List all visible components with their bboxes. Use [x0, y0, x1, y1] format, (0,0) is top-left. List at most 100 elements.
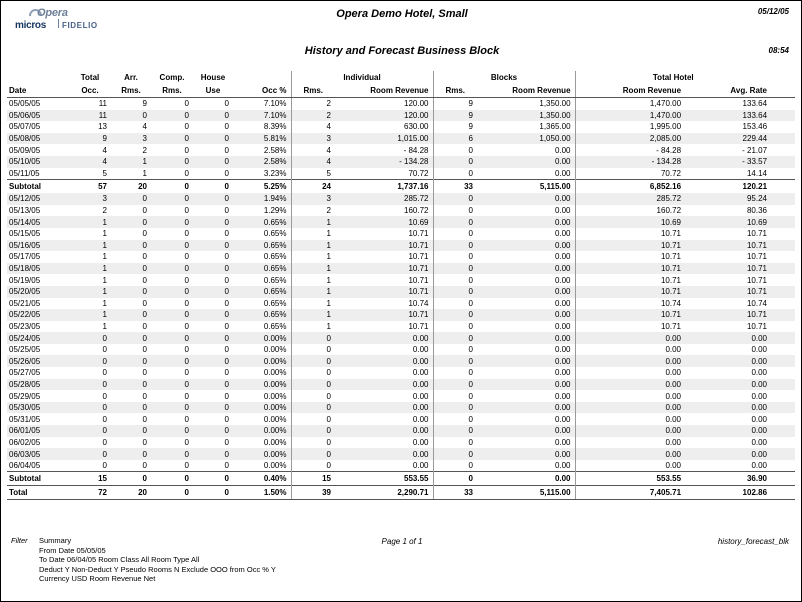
cell-tot-rev: 0.00 [665, 437, 682, 447]
cell-avg-rate: 0.00 [751, 345, 768, 355]
cell-house-use: 0 [193, 378, 233, 391]
cell-occ-pct: 0.00% [233, 355, 291, 368]
cell-date: 05/10/05 [7, 155, 69, 168]
cell-total-occ: 1 [69, 309, 111, 321]
cell-arr-rms: 20 [111, 179, 151, 194]
table-row: 05/22/05 1 0 0 0 0.65% 1 10.71 0 0.00 10.71 10.71 [7, 309, 796, 321]
cell-blk-rms: 0 [433, 309, 477, 321]
cell-avg-rate: 0.00 [685, 332, 772, 344]
cell-avg-rate: 10.71 [685, 239, 772, 252]
cell-occ-pct: 0.65% [233, 262, 291, 275]
cell-comp-rms: 0 [184, 321, 189, 331]
cell-arr-rms: 0 [111, 239, 151, 252]
cell-occ-pct: 3.23% [263, 168, 287, 178]
cell-blk-rms: 0 [433, 355, 477, 368]
cell-avg-rate: - 21.07 [742, 145, 768, 155]
cell-ind-rms: 1 [290, 227, 335, 240]
cell-date: 05/09/05 [9, 145, 41, 155]
cell-avg-rate: 10.71 [685, 262, 772, 275]
cell-avg-rate: 0.00 [751, 461, 768, 471]
cell-blk-rev: 1,350.00 [477, 109, 576, 122]
cell-tot-rev: 0.00 [575, 355, 686, 368]
cell-blk-rev: 0.00 [477, 332, 576, 344]
cell-house-use: 0 [224, 99, 229, 109]
cell-ind-rms: 0 [290, 355, 335, 368]
cell-house-use: 0 [224, 391, 229, 401]
spacer-cell [771, 355, 796, 368]
cell-tot-rev: 0.00 [665, 461, 682, 471]
cell-blk-rms: 0 [468, 391, 473, 401]
table-row: 05/05/05 11 9 0 0 7.10% 2 120.00 9 1,350.00 1,470.… [7, 97, 795, 110]
cell-total-occ: 0 [69, 378, 111, 391]
cell-arr-rms: 4 [142, 122, 147, 132]
cell-arr-rms: 0 [142, 368, 147, 378]
cell-house-use: 0 [224, 145, 229, 155]
spacer-cell [771, 205, 795, 217]
cell-ind-rev: - 84.28 [335, 144, 434, 156]
filter-label: Filter [11, 536, 28, 545]
cell-occ-pct: 0.65% [263, 321, 287, 331]
report-footer: Filter Summary From Date 05/05/05 To Dat… [1, 533, 801, 601]
cell-blk-rms: 0 [433, 401, 477, 414]
cell-tot-rev: 10.71 [575, 239, 686, 252]
spacer-cell [771, 109, 796, 122]
cell-comp-rms: 0 [184, 145, 189, 155]
cell-ind-rev: - 134.28 [335, 155, 434, 168]
cell-blk-rev: 0.00 [477, 343, 576, 356]
history-forecast-table: Total Arr. Comp. House Individual Blocks… [7, 71, 796, 501]
cell-house-use: 0 [193, 179, 233, 194]
table-row: 05/18/05 1 0 0 0 0.65% 1 10.71 0 0.00 10.71 10.71 [7, 262, 796, 275]
cell-comp-rms: 0 [151, 378, 193, 391]
opera-logo-text: Opera [37, 7, 68, 19]
cell-house-use: 0 [193, 332, 233, 344]
cell-comp-rms: 0 [184, 168, 189, 178]
cell-blk-rev: 0.00 [477, 320, 576, 333]
cell-comp-rms: 0 [151, 355, 193, 368]
cell-house-use: 0 [224, 206, 229, 216]
report-table-wrapper: Total Arr. Comp. House Individual Blocks… [7, 71, 796, 501]
cell-avg-rate: 0.00 [751, 437, 768, 447]
cell-ind-rev: 553.55 [335, 471, 434, 486]
cell-tot-rev: 10.71 [575, 262, 686, 275]
cell-arr-rms: 0 [111, 216, 151, 228]
col-avg-rate: Avg. Rate [685, 83, 772, 98]
table-row: 05/11/05 5 1 0 0 3.23% 5 70.72 0 0.00 70.72 14.14 [7, 167, 795, 180]
cell-house-use: 0 [193, 262, 233, 275]
cell-tot-rev: 1,470.00 [649, 99, 682, 109]
table-row: 05/27/05 0 0 0 0 0.00% 0 0.00 0 0.00 0.00 0.00 [7, 367, 795, 379]
cell-arr-rms: 0 [142, 414, 147, 424]
cell-occ-pct: 0.00% [233, 448, 291, 460]
cell-ind-rev: 10.69 [335, 216, 434, 228]
spacer-cell [771, 83, 796, 98]
cell-blk-rev: 0.00 [477, 448, 576, 460]
cell-date: 05/15/05 [9, 229, 41, 239]
cell-date: 05/06/05 [7, 109, 69, 122]
cell-ind-rev: 10.71 [335, 251, 434, 263]
cell-arr-rms: 0 [111, 285, 151, 298]
cell-ind-rms: 0 [290, 332, 335, 344]
cell-blk-rev: 0.00 [477, 355, 576, 368]
cell-occ-pct: 0.65% [263, 252, 287, 262]
report-id: history_forecast_blk [717, 537, 789, 546]
opera-micros-fidelio-logo: Opera micros FIDELIO [15, 6, 111, 35]
cell-ind-rms: 1 [290, 262, 335, 275]
cell-ind-rev: 10.74 [335, 297, 434, 310]
cell-house-use: 0 [193, 216, 233, 228]
spacer-cell [771, 121, 795, 133]
cell-ind-rev: 0.00 [335, 367, 434, 379]
cell-blk-rms: 0 [468, 461, 473, 471]
cell-tot-rev: 10.74 [660, 298, 682, 308]
cell-blk-rms: 33 [433, 179, 477, 194]
cell-total-occ: 72 [69, 485, 111, 501]
spacer-cell [771, 471, 796, 486]
table-row: 05/08/05 9 3 0 0 5.81% 3 1,015.00 6 1,050.00 2,085… [7, 132, 796, 145]
cell-total-occ: 11 [69, 109, 111, 122]
cell-arr-rms: 0 [111, 378, 151, 391]
cell-occ-pct: 0.00% [233, 401, 291, 414]
table-row: 06/03/05 0 0 0 0 0.00% 0 0.00 0 0.00 0.00 0.00 [7, 448, 796, 460]
cell-blk-rev: 0.00 [477, 227, 576, 240]
cell-ind-rms: 4 [290, 155, 335, 168]
cell-blk-rev: 1,365.00 [477, 121, 576, 133]
cell-blk-rev: 0.00 [477, 167, 576, 180]
group-header-individual: Individual [290, 71, 434, 83]
